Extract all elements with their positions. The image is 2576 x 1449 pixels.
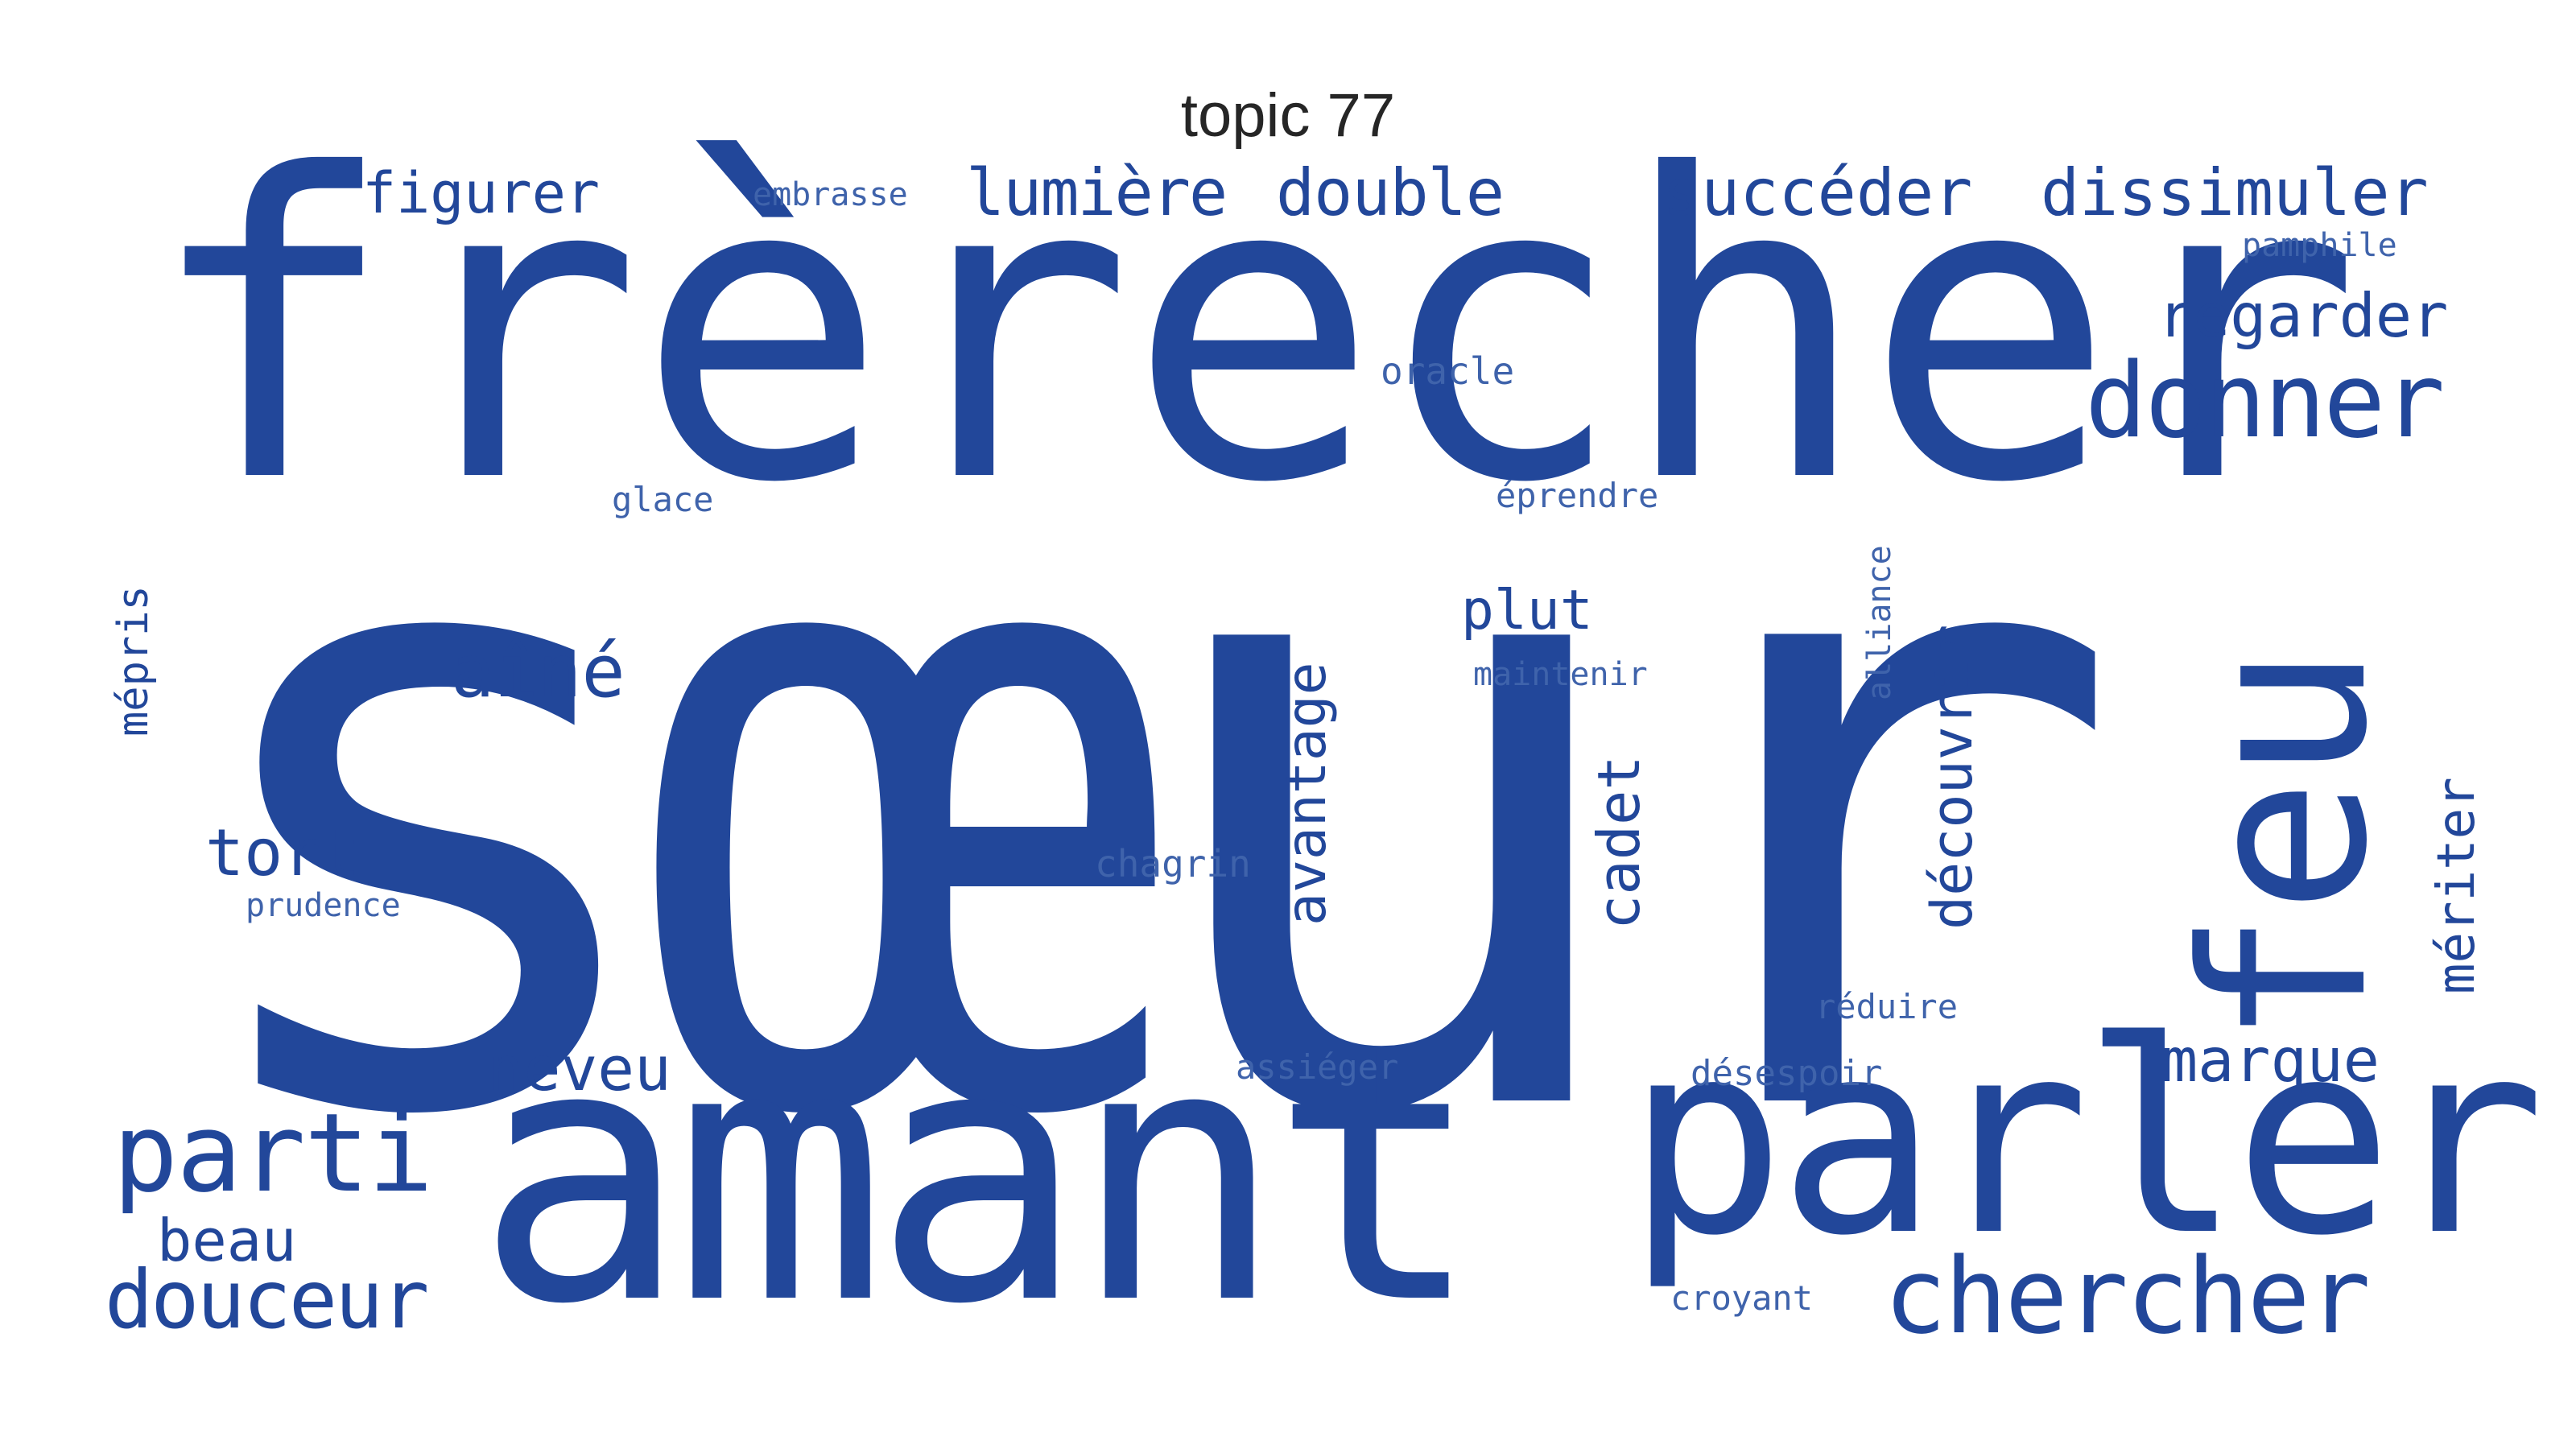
word-double: double <box>1276 155 1505 230</box>
word-dissimuler: dissimuler <box>2041 155 2429 230</box>
word-prudence: prudence <box>246 887 401 924</box>
word-alliance: alliance <box>1861 545 1898 700</box>
word-assieger: assiéger <box>1236 1047 1399 1087</box>
word-douceur: douceur <box>105 1253 429 1347</box>
word-cadet: cadet <box>1585 755 1653 930</box>
word-tort: tort <box>205 815 361 890</box>
word-amant: amant <box>475 969 1484 1381</box>
word-aine: aîné <box>451 630 625 714</box>
word-neveu: neveu <box>487 1033 671 1104</box>
word-reduire: réduire <box>1815 987 1959 1026</box>
word-maintenir: maintenir <box>1473 656 1648 693</box>
word-frerecher: frèrecher <box>145 86 2362 574</box>
word-oracle: oracle <box>1381 349 1515 393</box>
word-parti: parti <box>113 1090 433 1216</box>
word-succeder: succéder <box>1662 155 1973 230</box>
word-marque: marque <box>2161 1025 2380 1096</box>
word-plut: plut <box>1461 579 1593 642</box>
word-soeur: sœur <box>169 308 2128 1302</box>
word-eprendre: éprendre <box>1496 476 1659 515</box>
word-chagrin: chagrin <box>1095 842 1251 886</box>
word-lumiere: lumière <box>966 155 1228 230</box>
chart-title: topic 77 <box>1180 81 1396 150</box>
word-beau: beau <box>157 1207 297 1274</box>
word-avantage: avantage <box>1275 662 1339 926</box>
word-croyant: croyant <box>1670 1278 1814 1318</box>
word-mepris: mépris <box>109 585 158 737</box>
word-meriter: mériter <box>2427 777 2487 994</box>
word-pamphile: pamphile <box>2242 227 2397 264</box>
word-chercher: chercher <box>1884 1235 2371 1357</box>
word-embrasse: embrasse <box>753 176 908 213</box>
word-donner: donner <box>2085 341 2445 461</box>
word-desespoir: désespoir <box>1690 1053 1883 1094</box>
word-glace: glace <box>612 480 714 519</box>
word-parler: parler <box>1626 985 2545 1294</box>
word-feu: feu <box>2155 649 2417 1046</box>
word-decouvrir: découvrir <box>1919 624 1985 930</box>
word-regarder: regarder <box>2157 280 2449 351</box>
word-figurer: figurer <box>362 160 601 226</box>
